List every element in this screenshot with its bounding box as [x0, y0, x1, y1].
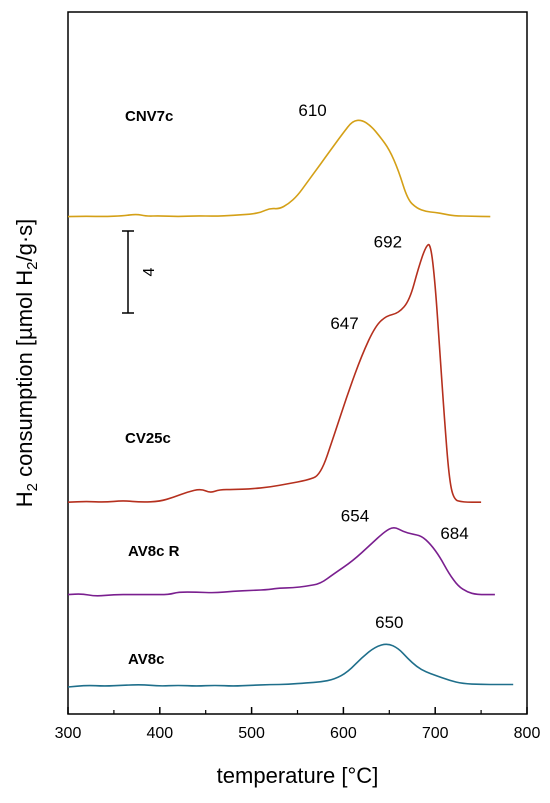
y-axis-title-subscript: 2	[24, 483, 41, 491]
series-line-cv25c	[67, 243, 482, 504]
series-name-label: AV8c	[128, 651, 164, 668]
series-layer	[67, 119, 514, 688]
peak-label: 654	[341, 507, 369, 526]
series-line-av8c-r	[67, 527, 495, 597]
peak-label: 610	[298, 101, 326, 120]
y-axis-title-part: consumption [µmol H	[12, 270, 37, 483]
x-tick-label: 800	[514, 725, 541, 742]
x-axis-ticks: 300 400 500 600 700 800	[55, 707, 541, 742]
x-tick-label: 300	[55, 725, 82, 742]
series-name-label: CV25c	[125, 430, 171, 447]
y-axis-title-part: H	[12, 491, 37, 507]
scale-bar-label: 4	[141, 267, 158, 276]
x-tick-label: 700	[422, 725, 449, 742]
y-axis-title-part: /g·s]	[12, 219, 37, 262]
series-line-av8c	[67, 643, 514, 688]
series-line-cnv7c	[67, 119, 491, 218]
scale-bar: 4	[122, 230, 158, 314]
peak-label: 650	[375, 613, 403, 632]
peak-label: 647	[330, 314, 358, 333]
y-axis-title: H2 consumption [µmol H2/g·s]	[12, 219, 41, 508]
y-axis-title-subscript: 2	[24, 262, 41, 270]
x-axis-title: temperature [°C]	[217, 763, 379, 788]
series-name-label: CNV7c	[125, 108, 173, 125]
x-tick-label: 600	[330, 725, 357, 742]
peak-label: 692	[374, 233, 402, 252]
x-tick-label: 400	[146, 725, 173, 742]
peak-label: 684	[440, 524, 468, 543]
labels-layer: CNV7c 610 CV25c 692 647 AV8c R 654 684 AV8c 650	[125, 101, 469, 668]
series-name-label: AV8c R	[128, 543, 180, 560]
x-tick-label: 500	[238, 725, 265, 742]
